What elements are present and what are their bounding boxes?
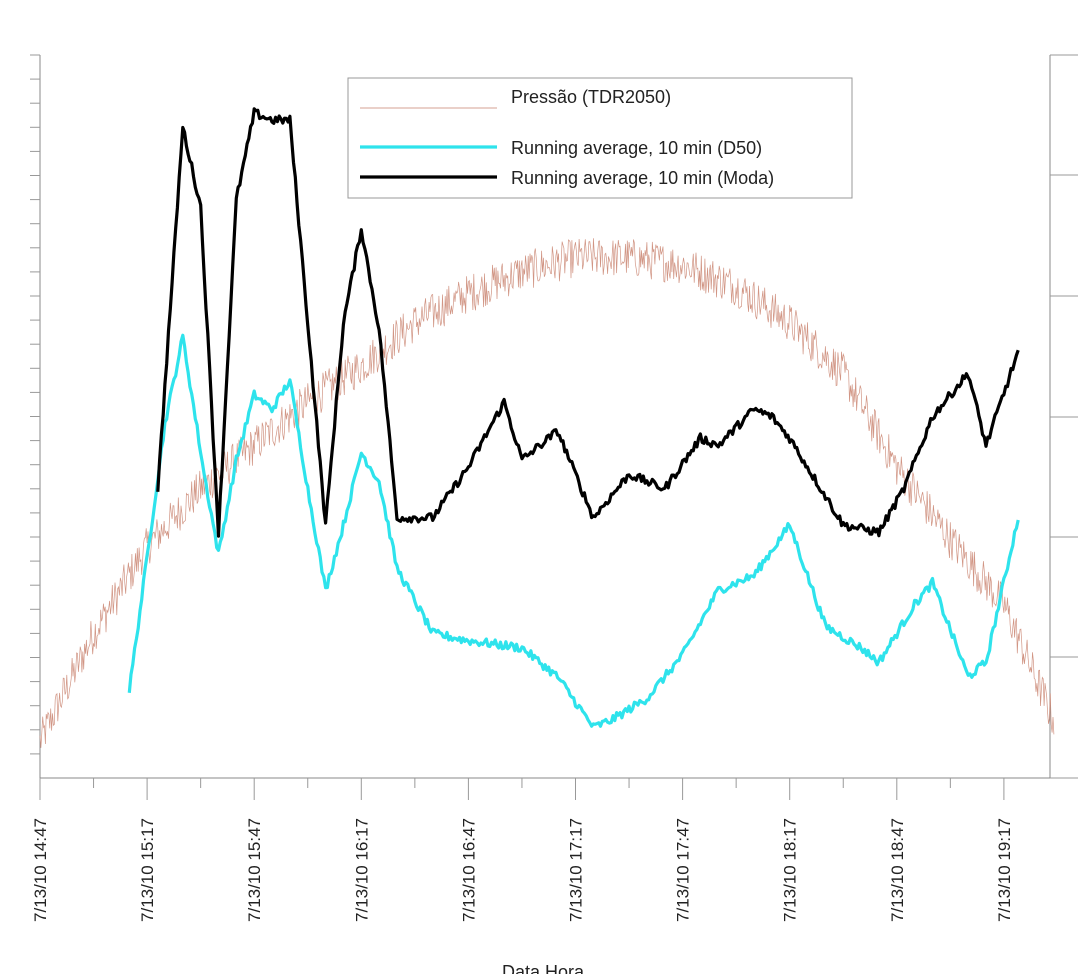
legend-label: Running average, 10 min (D50) xyxy=(511,138,762,158)
x-tick-label: 7/13/10 16:17 xyxy=(352,818,371,922)
x-tick-label: 7/13/10 15:47 xyxy=(245,818,264,922)
x-axis-title: Data Hora xyxy=(502,962,585,974)
x-tick-label: 7/13/10 16:47 xyxy=(459,818,478,922)
x-tick-label: 7/13/10 17:17 xyxy=(567,818,586,922)
x-tick-label: 7/13/10 18:47 xyxy=(888,818,907,922)
series-layer xyxy=(39,107,1055,748)
axes: 7/13/10 14:47 7/13/10 15:17 7/13/10 15:47 7… xyxy=(30,54,1078,922)
x-tick-label: 7/13/10 19:17 xyxy=(995,818,1014,922)
x-tick-label: 7/13/10 14:47 xyxy=(31,818,50,922)
series-line-moda xyxy=(156,107,1020,538)
series-line-pressure xyxy=(39,238,1055,748)
legend: Pressão (TDR2050) Running average, 10 min… xyxy=(347,77,853,199)
x-tick-label: 7/13/10 17:47 xyxy=(674,818,693,922)
series-line-d50 xyxy=(127,333,1020,728)
legend-label: Pressão (TDR2050) xyxy=(511,87,671,107)
x-tick-label: 7/13/10 18:17 xyxy=(781,818,800,922)
x-tick-label: 7/13/10 15:17 xyxy=(138,818,157,922)
legend-label: Running average, 10 min (Moda) xyxy=(511,168,774,188)
